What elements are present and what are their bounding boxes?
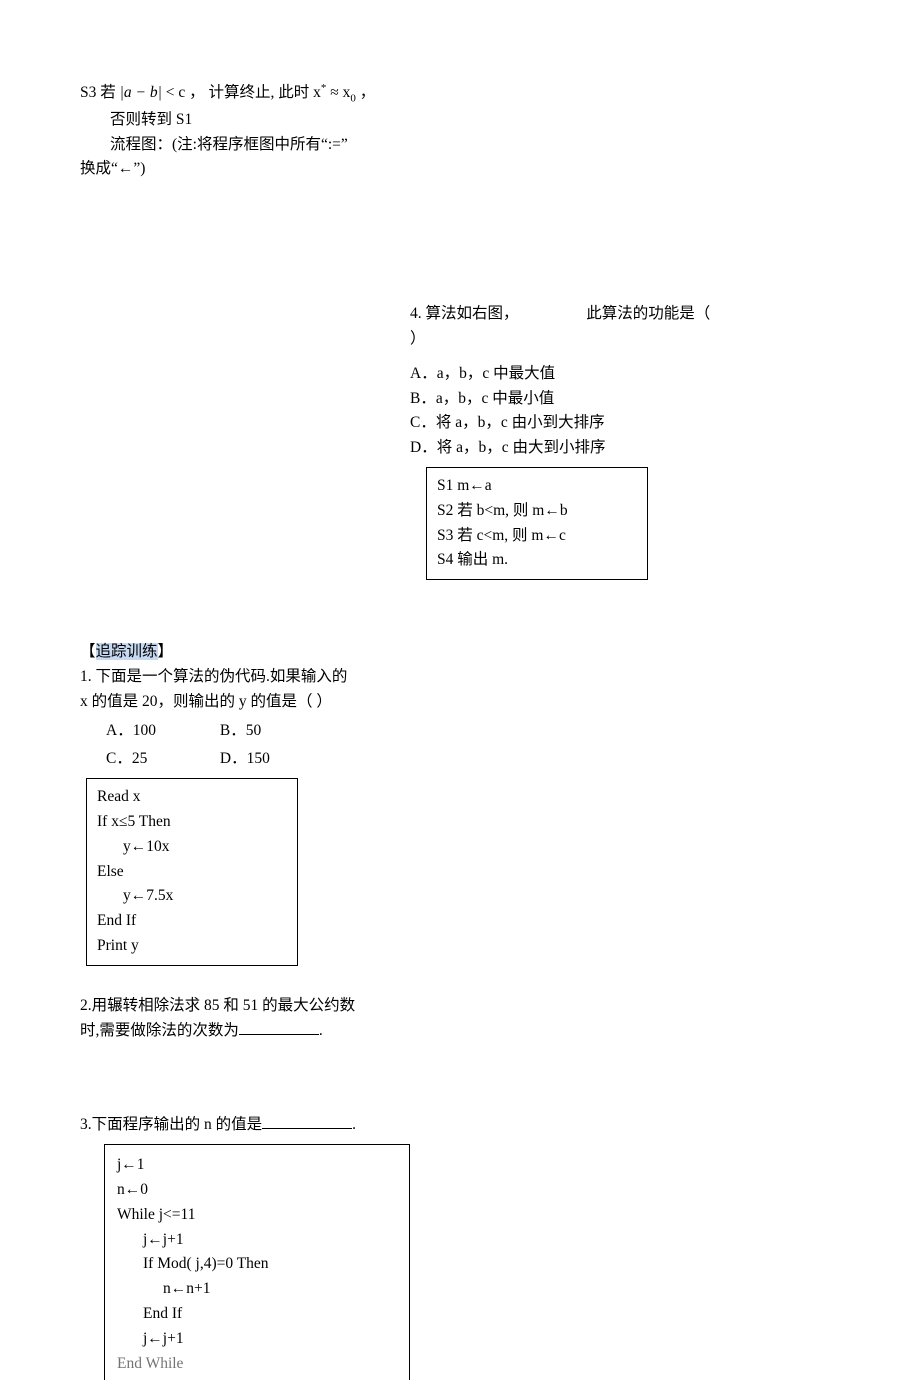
q4-option-a: A．a，b，c 中最大值 [410,362,840,387]
q4-option-b: B．a，b，c 中最小值 [410,387,840,412]
code-line: S4 输出 m. [437,548,637,573]
code-line: End While [117,1352,397,1377]
q4-option-c: C．将 a，b，c 由小到大排序 [410,411,840,436]
q1-option-a: A．100 [80,719,216,744]
code-line: j←j+1 [117,1327,397,1352]
code-line: j←j+1 [117,1228,397,1253]
code-line: If x≤5 Then [97,810,287,835]
subscript: 0 [350,92,356,104]
section-title: 追踪训练 [96,643,158,660]
question-1: 1. 下面是一个算法的伪代码.如果输入的 x 的值是 20，则输出的 y 的值是… [80,665,420,966]
abs-expr: |a − b| [120,84,162,101]
superscript: * [321,82,327,94]
q1-option-d: D．150 [220,747,330,772]
q4-close-paren: ） [410,327,840,352]
text: 流程图：(注:将程序框图中所有“:=” [80,133,850,158]
q2-line2-a: 时,需要做除法的次数为 [80,1022,239,1039]
bracket: 【 [80,643,96,660]
code-line: If Mod( j,4)=0 Then [117,1252,397,1277]
code-line: End If [97,909,287,934]
q4-suffix: 此算法的功能是（ [586,305,710,322]
code-line: n←n+1 [117,1277,397,1302]
code-line: Print y [97,934,287,959]
code-line: S2 若 b<m, 则 m←b [437,499,637,524]
code-line: S3 若 c<m, 则 m←c [437,524,637,549]
q4-prefix: 4. 算法如右图， [410,305,519,322]
q3-code-box: j←1 n←0 While j<=11 j←j+1 If Mod( j,4)=0… [104,1144,410,1380]
bracket: 】 [158,643,174,660]
q1-line2: x 的值是 20，则输出的 y 的值是（ ） [80,690,420,715]
code-line: n←0 [117,1178,397,1203]
code-line: S1 m←a [437,474,637,499]
text: < c ， 计算终止, 此时 x [166,84,321,101]
text: 否则转到 S1 [80,108,850,133]
text: S3 若 [80,84,116,101]
q4-algorithm-box: S1 m←a S2 若 b<m, 则 m←b S3 若 c<m, 则 m←c S… [426,467,648,580]
blank-underline [239,1034,319,1035]
s3-block: S3 若 |a − b| < c ， 计算终止, 此时 x* ≈ x0 ， 否则… [80,80,850,182]
code-line: Else [97,860,287,885]
blank-underline [262,1128,352,1129]
q1-code-box: Read x If x≤5 Then y←10x Else y←7.5x End… [86,778,298,966]
q1-option-c: C．25 [80,747,216,772]
text: ， [360,84,376,101]
code-line: y←7.5x [97,884,287,909]
question-4: 4. 算法如右图， 此算法的功能是（ ） A．a，b，c 中最大值 B．a，b，… [80,302,850,580]
section-heading: 【追踪训练】 [80,640,850,665]
q4-option-d: D．将 a，b，c 由大到小排序 [410,436,840,461]
text: 换成“←”) [80,157,850,182]
q3-period: . [352,1116,356,1133]
code-line: While j<=11 [117,1203,397,1228]
code-line: y←10x [97,835,287,860]
code-line: End If [117,1302,397,1327]
q1-option-b: B．50 [220,719,330,744]
code-line: Read x [97,785,287,810]
code-line: j←1 [117,1153,397,1178]
question-3: 3.下面程序输出的 n 的值是. j←1 n←0 While j<=11 j←j… [80,1113,420,1380]
q2-line2-b: . [319,1022,323,1039]
text: ≈ x [330,84,350,101]
q2-line1: 2.用辗转相除法求 85 和 51 的最大公约数 [80,994,420,1019]
q3-text: 3.下面程序输出的 n 的值是 [80,1116,262,1133]
question-2: 2.用辗转相除法求 85 和 51 的最大公约数 时,需要做除法的次数为. [80,994,420,1044]
q1-line1: 1. 下面是一个算法的伪代码.如果输入的 [80,665,420,690]
